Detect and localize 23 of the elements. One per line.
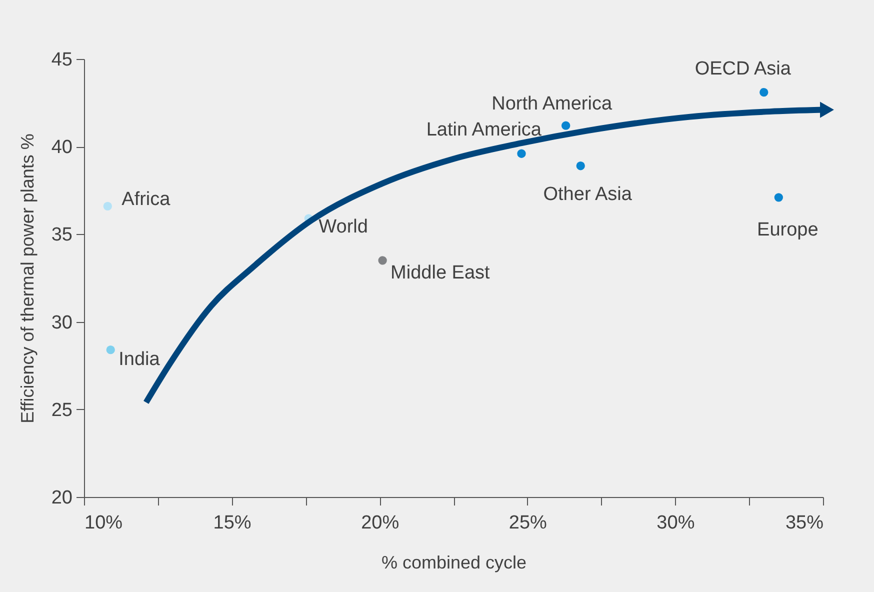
x-axis-title: % combined cycle [381, 552, 527, 572]
annotation: India [118, 348, 160, 370]
x-tick-label: 15% [213, 512, 252, 534]
y-tick-label: 20 [51, 488, 72, 508]
annotation: Other Asia [543, 184, 632, 205]
x-tick-label: 35% [785, 512, 824, 534]
y-tick-label: 40 [51, 137, 72, 158]
x-tick-label: 30% [656, 512, 695, 534]
x-tick-label: 25% [508, 512, 548, 534]
y-tick-label: 30 [51, 312, 72, 334]
y-axis-title: Efficiency of thermal power plants % [17, 134, 38, 424]
y-tick-label: 45 [51, 50, 72, 70]
annotation: Africa [122, 189, 171, 210]
annotation: Europe [757, 219, 818, 240]
x-tick-label: 10% [84, 512, 123, 534]
annotation: Middle East [390, 262, 491, 284]
x-tick-label: 20% [361, 512, 400, 534]
y-tick-label: 35 [51, 224, 72, 246]
annotation: OECD Asia [694, 58, 792, 80]
annotation: North America [492, 94, 612, 115]
y-tick-label: 25 [51, 400, 72, 421]
annotation: World [318, 216, 368, 238]
annotation: Latin America [426, 120, 542, 141]
